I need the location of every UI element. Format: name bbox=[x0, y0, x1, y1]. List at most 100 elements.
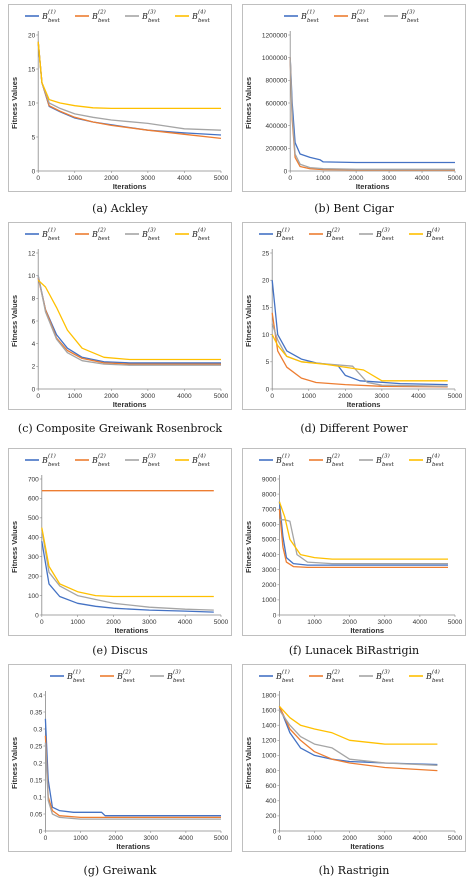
series-line-b2 bbox=[44, 735, 221, 819]
caption-composite-greiwank-rosenbrock: (c) Composite Greiwank Rosenbrock bbox=[17, 422, 223, 435]
y-tick-label: 1000 bbox=[262, 597, 277, 604]
series-line-b4 bbox=[271, 334, 448, 382]
legend-label: B bbox=[66, 672, 73, 681]
y-tick-label: 9000 bbox=[262, 476, 277, 483]
x-tick-label: 4000 bbox=[178, 619, 193, 626]
legend-superscript: (4) bbox=[432, 227, 440, 234]
legend-superscript: (2) bbox=[332, 669, 340, 676]
legend-subscript: best bbox=[432, 236, 445, 242]
x-tick-label: 5000 bbox=[214, 175, 229, 182]
legend-superscript: (3) bbox=[173, 669, 181, 676]
series-line-b1 bbox=[44, 718, 221, 817]
x-tick-label: 5000 bbox=[448, 393, 463, 400]
x-axis-label: Iterations bbox=[115, 626, 149, 635]
y-tick-label: 20 bbox=[28, 32, 36, 39]
y-tick-label: 8 bbox=[32, 296, 36, 303]
legend-subscript: best bbox=[432, 462, 445, 468]
y-tick-label: 0.35 bbox=[30, 709, 43, 716]
y-tick-label: 0 bbox=[32, 386, 36, 393]
series-line-b4 bbox=[278, 501, 448, 560]
legend-item-b4: B (4) best bbox=[175, 453, 211, 468]
legend-label: B bbox=[275, 456, 282, 465]
x-tick-label: 0 bbox=[44, 835, 48, 842]
x-tick-label: 5000 bbox=[448, 835, 463, 842]
chart-panel-different-power: 0 1000 2000 3000 4000 5000 0 5 10 15 20 25 Iteration… bbox=[242, 222, 466, 410]
legend-superscript: (1) bbox=[48, 9, 56, 16]
x-tick-label: 4000 bbox=[177, 175, 192, 182]
legend-label: B bbox=[325, 672, 332, 681]
x-tick-label: 0 bbox=[40, 619, 44, 626]
legend-superscript: (2) bbox=[332, 453, 340, 460]
series-line-b3 bbox=[37, 275, 221, 366]
legend-subscript: best bbox=[148, 18, 161, 24]
x-tick-label: 2000 bbox=[108, 835, 123, 842]
legend-label: B bbox=[425, 456, 432, 465]
series-line-b1 bbox=[278, 501, 448, 566]
legend-subscript: best bbox=[198, 462, 211, 468]
x-tick-label: 4000 bbox=[411, 393, 426, 400]
y-tick-label: 700 bbox=[28, 476, 39, 483]
legend-subscript: best bbox=[407, 18, 420, 24]
legend-label: B bbox=[41, 230, 48, 239]
legend-superscript: (2) bbox=[123, 669, 131, 676]
x-tick-label: 3000 bbox=[141, 393, 156, 400]
x-tick-label: 3000 bbox=[144, 835, 159, 842]
y-axis-label: Fitness Values bbox=[244, 295, 253, 347]
y-axis-label: Fitness Values bbox=[10, 77, 19, 129]
caption-rastrigin: (h) Rastrigin bbox=[318, 864, 390, 877]
x-tick-label: 1000 bbox=[307, 835, 322, 842]
legend-label: B bbox=[375, 230, 382, 239]
series-line-b1 bbox=[278, 706, 438, 766]
legend-label: B bbox=[300, 12, 307, 21]
series-line-b2 bbox=[37, 277, 221, 365]
legend-subscript: best bbox=[198, 236, 211, 242]
legend-subscript: best bbox=[48, 236, 61, 242]
chart-panel-rastrigin: 0 1000 2000 3000 4000 5000 0 200 400 600 800 1000 12… bbox=[242, 664, 466, 852]
y-tick-label: 800000 bbox=[265, 78, 287, 85]
legend-superscript: (4) bbox=[198, 9, 206, 16]
legend-item-b1: B (1) best bbox=[25, 453, 61, 468]
legend-label: B bbox=[191, 456, 198, 465]
legend-item-b1: B (1) best bbox=[25, 227, 61, 242]
x-tick-label: 5000 bbox=[214, 393, 229, 400]
series-line-b2 bbox=[278, 509, 448, 569]
legend-item-b2: B (2) best bbox=[75, 453, 111, 468]
legend-subscript: best bbox=[332, 678, 345, 684]
caption-bent-cigar: (b) Bent Cigar bbox=[314, 202, 394, 215]
legend-label: B bbox=[325, 230, 332, 239]
legend-subscript: best bbox=[382, 462, 395, 468]
x-tick-label: 2000 bbox=[106, 619, 121, 626]
y-tick-label: 0 bbox=[273, 612, 277, 619]
series-line-b1 bbox=[289, 57, 455, 164]
legend-item-b2: B (2) best bbox=[309, 453, 345, 468]
y-tick-label: 300 bbox=[28, 554, 39, 561]
chart-svg: 0 1000 2000 3000 4000 5000 0 5 10 15 20 25 Iteration… bbox=[244, 227, 463, 410]
y-tick-label: 1200 bbox=[262, 738, 277, 745]
legend-superscript: (1) bbox=[282, 227, 290, 234]
y-axis-label: Fitness Values bbox=[10, 521, 19, 573]
legend-item-b2: B (2) best bbox=[100, 669, 136, 684]
legend-subscript: best bbox=[48, 18, 61, 24]
y-tick-label: 4 bbox=[32, 341, 36, 348]
legend-label: B bbox=[141, 230, 148, 239]
x-tick-label: 2000 bbox=[104, 175, 119, 182]
caption-different-power: (d) Different Power bbox=[300, 422, 408, 435]
series-line-b3 bbox=[289, 57, 455, 170]
x-tick-label: 4000 bbox=[413, 835, 428, 842]
y-tick-label: 200 bbox=[28, 573, 39, 580]
x-axis-label: Iterations bbox=[347, 400, 381, 409]
legend-item-b3: B (3) best bbox=[359, 669, 395, 684]
legend-label: B bbox=[41, 456, 48, 465]
legend-label: B bbox=[166, 672, 173, 681]
y-tick-label: 12 bbox=[28, 250, 36, 257]
legend-item-b2: B (2) best bbox=[309, 669, 345, 684]
x-tick-label: 5000 bbox=[214, 835, 229, 842]
legend-label: B bbox=[275, 672, 282, 681]
x-tick-label: 1000 bbox=[316, 175, 331, 182]
legend-label: B bbox=[91, 230, 98, 239]
x-axis-label: Iterations bbox=[116, 842, 150, 851]
caption-greiwank: (g) Greiwank bbox=[83, 864, 157, 877]
y-tick-label: 800 bbox=[266, 768, 277, 775]
y-tick-label: 1000000 bbox=[262, 55, 288, 62]
chart-svg: 0 1000 2000 3000 4000 5000 0 100 200 300 400 500 600… bbox=[10, 453, 229, 636]
